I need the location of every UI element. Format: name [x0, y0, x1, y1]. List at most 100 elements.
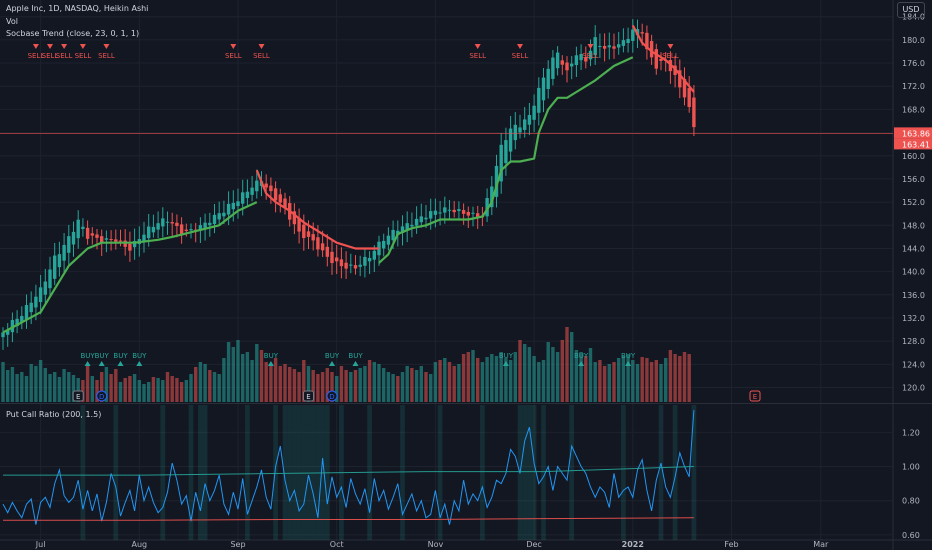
volume-bar — [396, 376, 400, 402]
candle-body — [494, 165, 499, 197]
candle-body — [466, 211, 470, 216]
buy-label: BUY — [574, 352, 589, 360]
candle-body — [62, 244, 66, 261]
volume-bar — [269, 364, 273, 402]
volume-bar — [579, 352, 583, 402]
pc-highlight-band — [658, 405, 664, 540]
price-tick-label: 128.0 — [902, 337, 925, 346]
volume-bar — [325, 368, 329, 402]
volume-bar — [29, 364, 33, 402]
volume-bar — [95, 380, 99, 402]
candle-body — [367, 257, 372, 262]
sell-label: SELL — [512, 52, 529, 60]
candle-body — [132, 241, 137, 248]
volume-bar — [537, 362, 541, 402]
volume-bar — [71, 375, 76, 402]
symbol-legend[interactable]: Apple Inc, 1D, NASDAQ, Heikin Ashi — [6, 4, 149, 13]
volume-bar — [485, 357, 489, 402]
candle-body — [485, 197, 489, 217]
sell-label: SELL — [253, 52, 270, 60]
volume-bar — [67, 372, 71, 402]
volume-bar — [100, 372, 104, 402]
candle-body — [626, 38, 630, 44]
buy-label: BUY — [499, 352, 514, 360]
volume-bar — [184, 380, 188, 402]
candle-body — [250, 187, 254, 195]
trend-line-up — [378, 56, 634, 264]
time-tick-label: 2022 — [622, 540, 644, 549]
pc-highlight-band — [522, 405, 528, 540]
last-price-label-2: 163.41 — [902, 140, 930, 149]
price-tick-label: 156.0 — [902, 175, 925, 184]
time-tick-label: Dec — [526, 540, 541, 549]
dividend-icon — [96, 390, 108, 402]
volume-bar — [593, 362, 597, 402]
pc-ratio-line — [2, 410, 695, 525]
buy-label: BUY — [621, 352, 636, 360]
volume-bar — [297, 372, 301, 402]
candle-body — [1, 332, 5, 338]
buy-label: BUY — [325, 352, 340, 360]
volume-bar — [546, 342, 550, 402]
candle-body — [161, 218, 165, 227]
volume-bar — [518, 340, 522, 402]
candle-body — [471, 212, 475, 214]
pc-highlight-band — [287, 405, 293, 540]
volume-bar — [306, 366, 311, 402]
volume-bar — [682, 352, 687, 402]
candle-body — [410, 224, 414, 227]
currency-button[interactable]: USD — [897, 2, 925, 18]
volume-bar — [175, 378, 179, 402]
volume-bar — [24, 376, 29, 402]
pc-legend[interactable]: Put Call Ratio (200, 1.5) — [6, 410, 102, 419]
volume-bar — [574, 350, 579, 402]
volume-bar — [602, 366, 607, 402]
volume-bar — [118, 382, 123, 402]
volume-bar — [15, 374, 19, 402]
pc-tick-label: 1.00 — [902, 463, 920, 472]
put-call-ratio-plot — [2, 410, 695, 525]
candle-body — [424, 217, 428, 220]
volume-bar — [584, 356, 588, 402]
sell-arrow-icon — [32, 44, 39, 49]
buy-arrow-icon — [578, 361, 585, 366]
time-tick-label: Oct — [330, 540, 344, 549]
volume-bar — [316, 374, 320, 402]
vol-legend[interactable]: Vol — [6, 17, 18, 26]
volume-bar — [687, 354, 691, 402]
volume-bar — [255, 344, 259, 402]
candle-body — [546, 68, 550, 89]
indicator-legend[interactable]: Socbase Trend (close, 23, 0, 1, 1) — [6, 29, 140, 38]
buy-arrow-icon — [329, 361, 335, 366]
volume-bar — [339, 366, 344, 402]
volume-bar — [649, 362, 654, 402]
volume-bar — [132, 374, 137, 402]
volume-bar — [654, 360, 658, 402]
candle-body — [15, 318, 19, 327]
candle-body — [273, 188, 278, 201]
price-tick-label: 180.0 — [902, 36, 925, 45]
candle-body — [292, 211, 297, 225]
candle-body — [452, 209, 456, 213]
candle-body — [551, 57, 555, 79]
volume-bar — [382, 368, 386, 402]
volume-bar — [645, 358, 649, 402]
volume-bar — [457, 364, 461, 402]
volume-bar — [452, 366, 456, 402]
volume-bar — [565, 327, 569, 402]
volume-bar — [560, 340, 564, 402]
candle-body — [640, 32, 644, 34]
volume-bar — [236, 340, 240, 402]
candle-body — [612, 46, 616, 49]
candle-body — [325, 246, 329, 257]
candle-body — [574, 55, 579, 66]
candle-body — [537, 87, 541, 113]
price-tick-label: 144.0 — [902, 244, 925, 253]
time-tick-label: Jul — [35, 540, 46, 549]
candle-body — [443, 207, 447, 213]
candle-body — [43, 281, 47, 295]
volume-bar — [621, 356, 626, 402]
volume-bar — [363, 366, 367, 402]
last-price-label: 163.86 — [902, 129, 930, 138]
